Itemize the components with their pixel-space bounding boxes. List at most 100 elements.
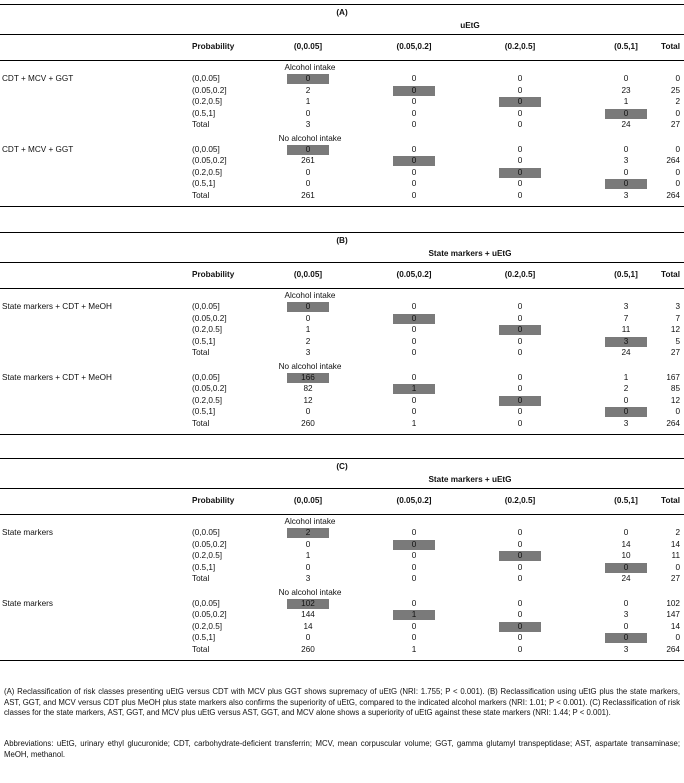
count-cell: 0 xyxy=(623,74,629,83)
count-cell: 0 xyxy=(411,407,417,416)
total-cell: 0 xyxy=(675,179,680,188)
count-cell: 0 xyxy=(517,120,523,129)
col-header-class: (0.5,1] xyxy=(614,42,638,51)
count-cell: 260 xyxy=(301,644,315,654)
footnote-abbreviations: Abbreviations: uEtG, urinary ethyl glucu… xyxy=(4,739,680,759)
total-cell: 264 xyxy=(666,644,680,654)
diagonal-cell: 0 xyxy=(499,167,541,178)
panel-bottom-rule xyxy=(0,206,684,207)
count-cell: 1 xyxy=(411,418,417,428)
count-cell: 3 xyxy=(623,302,629,311)
col-header-class: (0.2,0.5] xyxy=(504,270,536,279)
col-header-probability: Probability xyxy=(192,270,235,279)
total-cell: 27 xyxy=(670,348,680,357)
diagonal-cell: 0 xyxy=(605,179,647,189)
count-cell: 0 xyxy=(517,407,523,416)
probability-class: (0.5,1] xyxy=(192,633,216,642)
diagonal-cell: 0 xyxy=(605,108,647,119)
count-cell: 3 xyxy=(305,574,311,583)
count-cell: 3 xyxy=(623,610,629,619)
count-cell: 0 xyxy=(305,108,311,118)
total-cell: 147 xyxy=(666,610,680,619)
count-cell: 0 xyxy=(411,302,417,311)
diagonal-cell: 0 xyxy=(499,551,541,561)
diagonal-cell: 0 xyxy=(287,302,329,312)
column-header-rule xyxy=(0,288,684,289)
count-cell: 0 xyxy=(517,384,523,393)
count-cell: 0 xyxy=(305,313,311,323)
footnote-panels: (A) Reclassification of risk classes pre… xyxy=(4,687,680,717)
count-cell: 0 xyxy=(517,644,523,654)
count-cell: 1 xyxy=(623,97,629,106)
diagonal-cell: 0 xyxy=(287,144,329,155)
diagonal-cell: 102 xyxy=(287,598,329,609)
count-cell: 1 xyxy=(305,551,311,560)
diagonal-cell: 0 xyxy=(393,539,435,550)
count-cell: 0 xyxy=(517,85,523,95)
count-cell: 261 xyxy=(301,156,315,165)
row-group-label: State markers + CDT + MeOH xyxy=(2,302,112,311)
row-group-label: State markers xyxy=(2,598,53,608)
count-cell: 0 xyxy=(411,108,417,118)
probability-class: (0.05,0.2] xyxy=(192,313,227,323)
count-cell: 1 xyxy=(411,644,417,654)
panel-top-rule xyxy=(0,458,684,459)
count-cell: 24 xyxy=(621,120,631,129)
count-cell: 0 xyxy=(305,562,311,572)
count-cell: 0 xyxy=(517,372,523,382)
col-header-probability: Probability xyxy=(192,496,235,505)
count-cell: 0 xyxy=(411,97,417,106)
count-cell: 0 xyxy=(411,336,417,346)
count-cell: 0 xyxy=(411,562,417,572)
probability-class: (0.05,0.2] xyxy=(192,384,227,393)
count-cell: 0 xyxy=(517,562,523,572)
total-cell: 5 xyxy=(675,336,680,346)
count-cell: 0 xyxy=(623,167,629,177)
count-cell: 0 xyxy=(517,74,523,83)
probability-class: (0,0.05] xyxy=(192,528,220,537)
count-cell: 0 xyxy=(517,156,523,165)
probability-class: (0.05,0.2] xyxy=(192,85,227,95)
count-cell: 0 xyxy=(517,348,523,357)
diagonal-cell: 0 xyxy=(499,621,541,632)
intake-label: No alcohol intake xyxy=(278,587,342,597)
probability-class: (0.05,0.2] xyxy=(192,539,227,549)
probability-class: Total xyxy=(192,348,210,357)
col-header-class: (0.05,0.2] xyxy=(396,496,432,505)
count-cell: 0 xyxy=(623,395,629,405)
total-cell: 167 xyxy=(666,372,680,382)
count-cell: 0 xyxy=(517,633,523,642)
diagonal-cell: 0 xyxy=(605,562,647,573)
total-cell: 12 xyxy=(670,395,680,405)
count-cell: 0 xyxy=(517,598,523,608)
count-cell: 0 xyxy=(517,610,523,619)
total-cell: 2 xyxy=(675,528,680,537)
diagonal-cell: 0 xyxy=(393,313,435,324)
count-cell: 3 xyxy=(305,348,311,357)
total-cell: 0 xyxy=(675,74,680,83)
count-cell: 0 xyxy=(517,313,523,323)
count-cell: 0 xyxy=(517,574,523,583)
diagonal-cell: 3 xyxy=(605,336,647,347)
probability-class: (0,0.05] xyxy=(192,144,220,154)
count-cell: 0 xyxy=(411,348,417,357)
probability-class: (0.2,0.5] xyxy=(192,395,223,405)
intake-label: No alcohol intake xyxy=(278,361,342,371)
panel-tag: (B) xyxy=(336,236,348,245)
count-cell: 0 xyxy=(411,598,417,608)
total-cell: 264 xyxy=(666,156,680,165)
count-cell: 11 xyxy=(621,325,631,334)
row-group-label: CDT + MCV + GGT xyxy=(2,74,74,83)
total-cell: 102 xyxy=(666,598,680,608)
panel-tag: (C) xyxy=(336,462,348,471)
count-cell: 0 xyxy=(517,144,523,154)
probability-class: (0.2,0.5] xyxy=(192,621,223,631)
total-cell: 7 xyxy=(675,313,680,323)
diagonal-cell: 0 xyxy=(499,395,541,406)
total-cell: 0 xyxy=(675,633,680,642)
count-cell: 0 xyxy=(411,528,417,537)
count-cell: 2 xyxy=(623,384,629,393)
count-cell: 3 xyxy=(623,156,629,165)
panel-header: State markers + uEtG xyxy=(428,475,512,484)
count-cell: 3 xyxy=(305,120,311,129)
